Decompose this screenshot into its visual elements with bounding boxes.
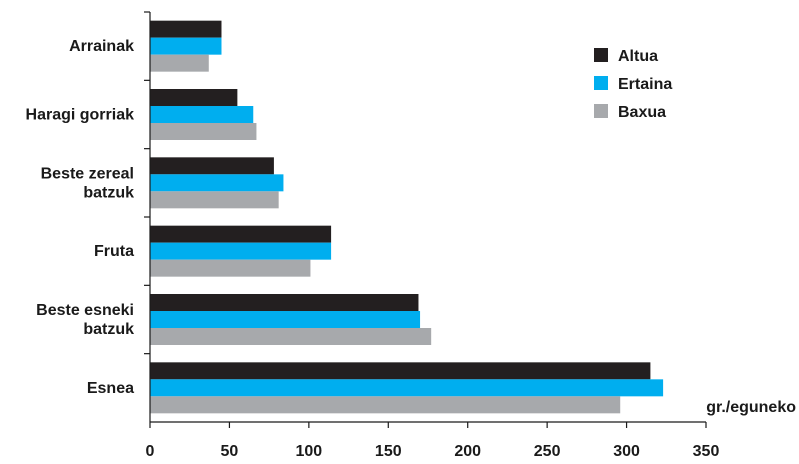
bar-baxua <box>150 396 621 414</box>
x-axis-unit-label: gr./eguneko <box>706 399 796 416</box>
x-tick-label: 150 <box>375 443 402 460</box>
bar-ertaina <box>150 242 332 260</box>
category-label: Arrainak <box>69 38 134 55</box>
x-tick-label: 0 <box>146 443 155 460</box>
bar-altua <box>150 362 651 380</box>
bars-group <box>150 20 664 414</box>
legend-swatch-baxua <box>594 104 608 118</box>
bar-ertaina <box>150 174 284 192</box>
bar-baxua <box>150 259 311 277</box>
bar-baxua <box>150 123 257 140</box>
legend-swatch-altua <box>594 48 608 62</box>
x-tick-label: 350 <box>693 443 720 460</box>
bar-altua <box>150 20 222 38</box>
bar-ertaina <box>150 106 254 123</box>
category-label: Esnea <box>87 380 134 397</box>
category-label: batzuk <box>83 321 134 338</box>
bar-altua <box>150 157 274 175</box>
bar-altua <box>150 294 419 311</box>
bar-baxua <box>150 328 432 345</box>
category-label: batzuk <box>83 184 134 201</box>
x-tick-label: 100 <box>296 443 323 460</box>
bar-baxua <box>150 54 209 72</box>
legend-swatch-ertaina <box>594 76 608 90</box>
bar-ertaina <box>150 37 222 55</box>
legend-label-ertaina: Ertaina <box>618 76 672 93</box>
legend-label-baxua: Baxua <box>618 104 666 121</box>
legend-label-altua: Altua <box>618 48 658 65</box>
bar-ertaina <box>150 311 421 328</box>
bar-ertaina <box>150 379 664 397</box>
axes-group <box>144 11 707 428</box>
category-label: Beste esneki <box>36 302 134 319</box>
x-tick-label: 300 <box>613 443 640 460</box>
category-labels: Arrainak Haragi gorriak Beste zereal batzuk… <box>26 38 135 397</box>
category-label: Haragi gorriak <box>26 107 135 124</box>
category-label: Fruta <box>94 243 134 260</box>
x-tick-label: 50 <box>221 443 239 460</box>
bar-baxua <box>150 191 279 209</box>
x-tick-label: 200 <box>454 443 481 460</box>
bar-altua <box>150 89 238 106</box>
x-tick-labels: 0 50 100 150 200 250 300 350 <box>146 443 720 460</box>
bar-altua <box>150 225 332 243</box>
legend: Altua Ertaina Baxua <box>594 48 672 121</box>
category-label: Beste zereal <box>41 165 134 182</box>
x-tick-label: 250 <box>534 443 561 460</box>
